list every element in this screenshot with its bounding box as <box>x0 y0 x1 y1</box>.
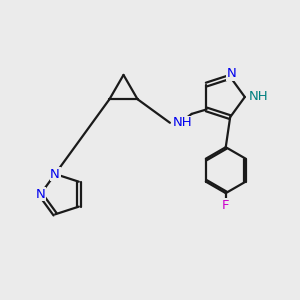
Text: N: N <box>50 167 60 181</box>
Text: NH: NH <box>173 116 193 129</box>
Text: NH: NH <box>248 91 268 103</box>
Text: F: F <box>222 199 230 212</box>
Text: N: N <box>36 188 45 201</box>
Text: N: N <box>227 68 236 80</box>
